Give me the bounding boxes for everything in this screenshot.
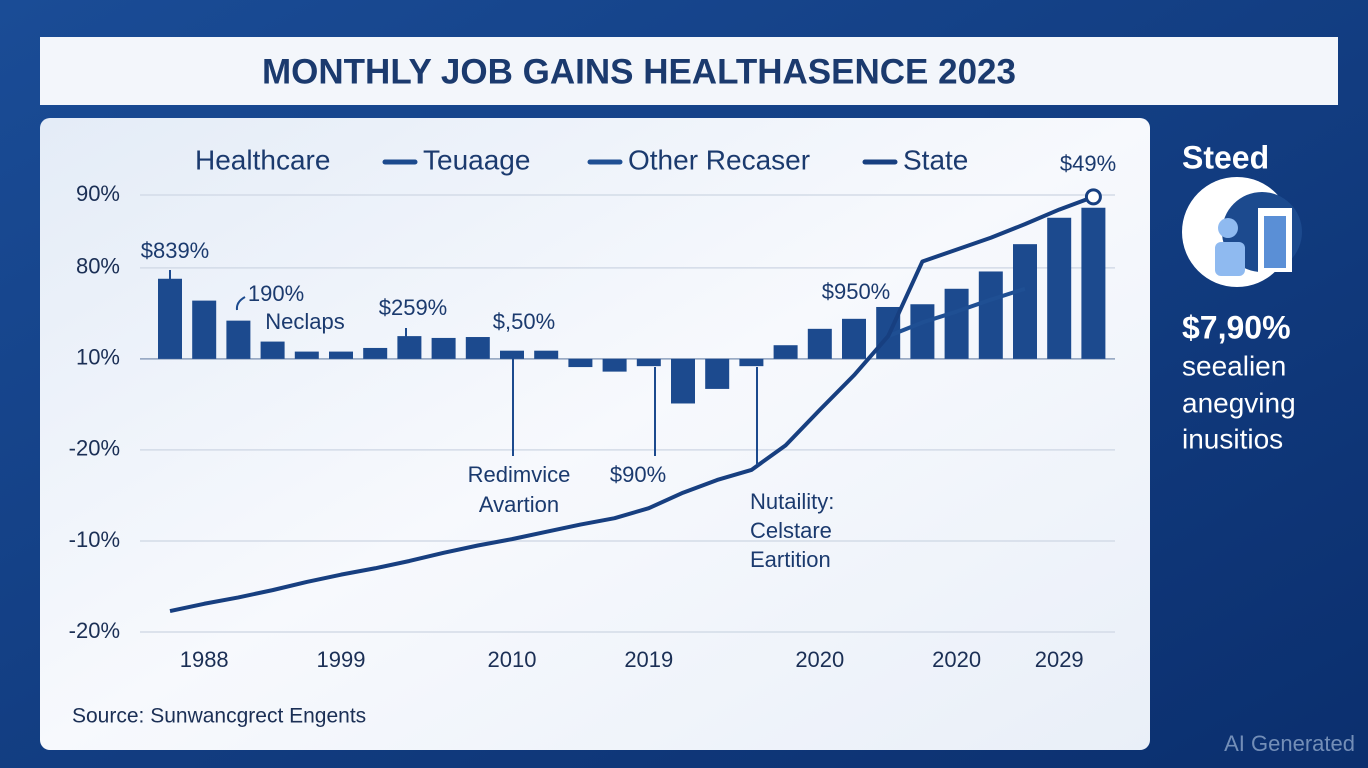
x-tick-label: 2029	[1035, 647, 1084, 672]
plot-area: 90% 80% 10% -20% -10% -20% 1988 1999 2010 2019 202…	[69, 151, 1117, 672]
title-box	[40, 37, 1338, 105]
bar	[1013, 244, 1037, 359]
bar	[944, 288, 969, 359]
y-tick-label: 90%	[76, 181, 120, 206]
side-line: seealien	[1182, 350, 1286, 381]
bar	[1047, 217, 1072, 359]
annotation: Celstare	[750, 518, 832, 543]
line-series	[887, 286, 1026, 338]
bar	[534, 350, 559, 359]
x-tick-label: 1999	[317, 647, 366, 672]
x-tick-label: 2019	[624, 647, 673, 672]
side-icon	[1182, 177, 1302, 287]
bar	[910, 304, 935, 359]
bar	[431, 337, 456, 359]
bar	[978, 271, 1003, 359]
legend-label: Teuaage	[423, 144, 530, 175]
bar	[363, 347, 388, 359]
annotation: 190%	[248, 281, 304, 306]
annotation: Nutaility:	[750, 489, 834, 514]
annotation: $90%	[610, 462, 666, 487]
source-note: Source: Sunwancgrect Engents	[72, 705, 366, 728]
y-tick-label: -10%	[69, 527, 120, 552]
side-heading: Steed	[1182, 139, 1269, 175]
annotation: Neclaps	[265, 309, 344, 334]
chart-panel	[40, 118, 1150, 750]
line-series	[169, 194, 1095, 614]
y-tick-label: 10%	[76, 345, 120, 370]
side-line: inusitios	[1182, 423, 1283, 454]
y-tick-label: -20%	[69, 436, 120, 461]
bar	[260, 341, 285, 359]
bar	[636, 358, 661, 367]
annotation: $839%	[141, 238, 210, 263]
y-tick-label: 80%	[76, 254, 120, 279]
annotation: $259%	[379, 295, 448, 320]
line-end-marker	[1084, 188, 1102, 206]
bar	[773, 345, 798, 359]
annotation: Eartition	[750, 547, 831, 572]
bar	[807, 328, 832, 359]
bar	[226, 320, 251, 359]
icon-person	[1218, 218, 1238, 238]
legend: Teuaage Other Recaser State	[382, 144, 968, 175]
bar	[294, 351, 319, 359]
icon-building-window	[1264, 216, 1286, 268]
bar	[568, 358, 593, 368]
chart-title: MONTHLY JOB GAINS HEALTHASENCE 2023	[262, 52, 1016, 91]
side-line: anegving	[1182, 387, 1296, 418]
icon-person-body	[1215, 242, 1245, 276]
legend-label: Other Recaser	[628, 144, 810, 175]
x-tick-label: 2020	[795, 647, 844, 672]
legend-title: Healthcare	[195, 144, 330, 175]
bar	[397, 336, 422, 359]
x-tick-label: 1988	[180, 647, 229, 672]
annotation: $950%	[822, 279, 891, 304]
annotation: $,50%	[493, 309, 555, 334]
bar	[671, 358, 695, 404]
bar	[842, 318, 866, 359]
y-tick-label: -20%	[69, 618, 120, 643]
annotation: $49%	[1060, 151, 1116, 176]
bar	[1081, 207, 1106, 359]
annotation: Redimvice	[468, 462, 571, 487]
leader-lines	[169, 270, 758, 465]
bar	[705, 358, 730, 389]
bar	[192, 300, 217, 359]
bar	[602, 358, 627, 372]
bar	[158, 278, 182, 359]
annotation: Avartion	[479, 492, 559, 517]
bar	[739, 358, 764, 367]
side-figure: $7,90%	[1182, 309, 1291, 345]
bar	[329, 351, 353, 359]
bar	[465, 337, 490, 359]
leader-line	[235, 296, 246, 311]
x-tick-label: 2010	[488, 647, 537, 672]
x-tick-label: 2020	[932, 647, 981, 672]
legend-label: State	[903, 144, 968, 175]
watermark: AI Generated	[1224, 731, 1355, 756]
